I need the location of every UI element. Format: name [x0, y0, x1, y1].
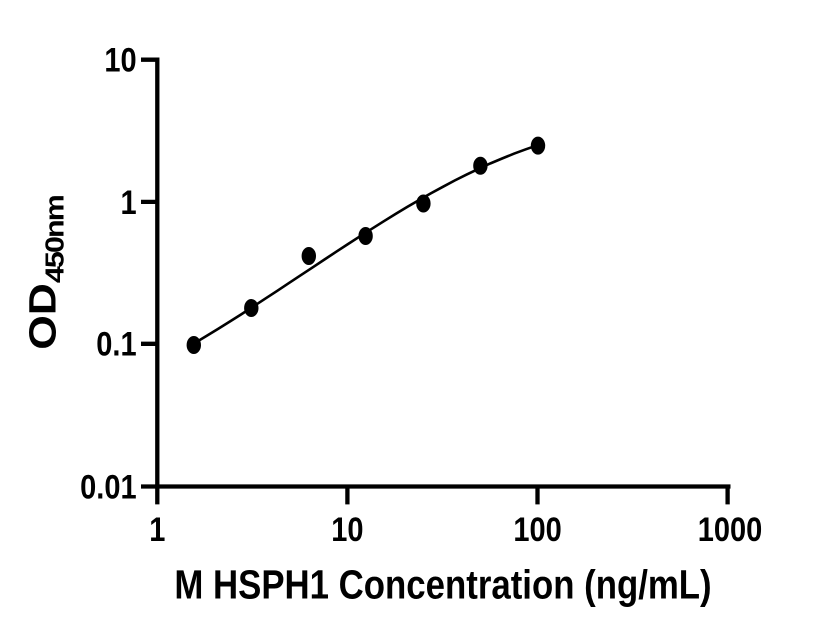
- svg-text:M HSPH1 Concentration (ng/mL): M HSPH1 Concentration (ng/mL): [174, 563, 711, 608]
- svg-text:0.01: 0.01: [80, 467, 136, 506]
- svg-text:1: 1: [149, 510, 165, 549]
- svg-text:100: 100: [513, 510, 561, 549]
- svg-text:1: 1: [120, 183, 136, 222]
- svg-text:10: 10: [104, 40, 136, 79]
- svg-text:1000: 1000: [698, 510, 762, 549]
- svg-text:10: 10: [331, 510, 363, 549]
- svg-text:0.1: 0.1: [96, 324, 136, 363]
